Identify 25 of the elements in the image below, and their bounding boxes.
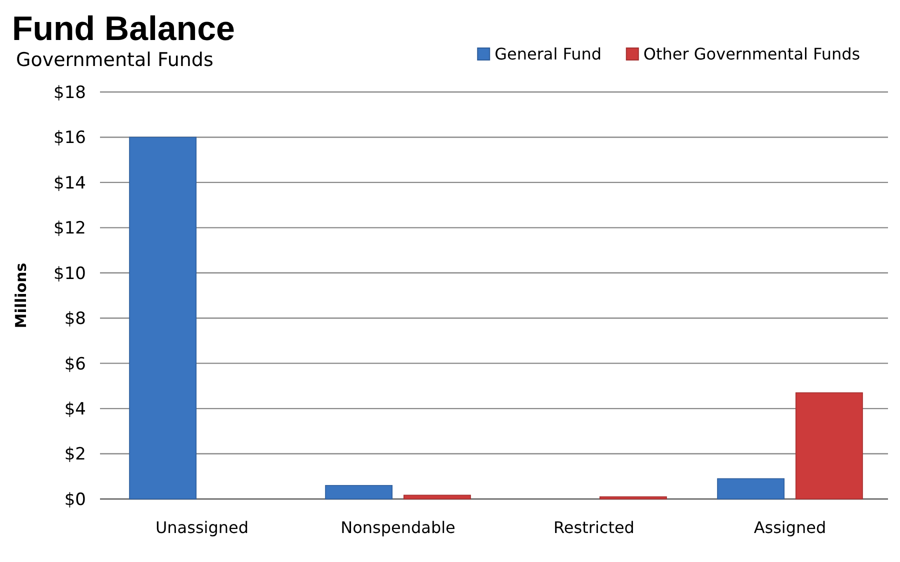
x-tick-label: Restricted: [554, 518, 634, 537]
chart-title: Fund Balance: [12, 10, 235, 48]
y-axis-title: Millions: [12, 262, 30, 328]
legend-label: General Fund: [494, 44, 602, 64]
y-tick-label: $8: [64, 309, 86, 330]
legend-label: Other Governmental Funds: [643, 44, 860, 64]
bar: [129, 136, 197, 500]
y-tick-label: $2: [64, 444, 86, 465]
bar: [795, 392, 863, 500]
bar: [599, 496, 667, 500]
x-tick-label: Unassigned: [155, 518, 249, 537]
y-tick-label: $6: [64, 354, 86, 374]
y-tick-label: $14: [54, 173, 86, 194]
chart-subtitle: Governmental Funds: [16, 49, 214, 71]
y-tick-label: $4: [64, 400, 86, 420]
y-tick-label: $10: [54, 264, 86, 284]
bar: [403, 494, 471, 500]
bar: [325, 485, 393, 500]
bar: [717, 478, 785, 500]
y-tick-label: $0: [64, 490, 86, 510]
y-tick-label: $18: [54, 82, 86, 103]
x-tick-label: Nonspendable: [340, 518, 456, 537]
y-tick-label: $12: [54, 218, 86, 239]
y-tick-label: $16: [54, 128, 86, 148]
x-tick-label: Assigned: [754, 518, 826, 537]
